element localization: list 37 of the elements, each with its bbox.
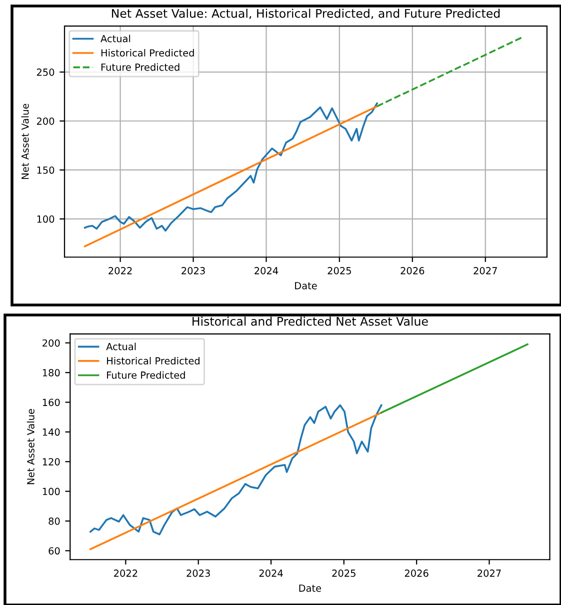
x-tick-label: 2025 xyxy=(328,267,351,274)
x-tick-label: 2023 xyxy=(182,267,205,274)
y-tick-label: 80 xyxy=(48,518,60,525)
x-tick-label: 2025 xyxy=(332,570,356,577)
x-tick-label: 2026 xyxy=(404,570,428,577)
y-axis-title: Net Asset Value xyxy=(21,104,29,179)
y-tick-label: 150 xyxy=(37,166,54,174)
x-tick-label: 2027 xyxy=(474,267,497,274)
y-tick-label: 100 xyxy=(37,215,54,223)
x-axis-title: Date xyxy=(299,584,322,592)
y-axis-title: Net Asset Value xyxy=(26,409,34,484)
line-series xyxy=(90,404,382,536)
x-axis-title: Date xyxy=(295,282,317,290)
y-tick-label: 120 xyxy=(42,458,60,466)
legend-label: Future Predicted xyxy=(101,63,180,71)
x-tick-label: 2022 xyxy=(114,570,138,577)
y-tick-label: 140 xyxy=(42,428,60,436)
y-tick-label: 160 xyxy=(42,398,60,406)
y-tick-label: 180 xyxy=(42,369,60,376)
x-tick-label: 2026 xyxy=(400,267,424,274)
legend-label: Future Predicted xyxy=(107,371,185,379)
x-tick-label: 2027 xyxy=(478,570,501,577)
y-tick-label: 60 xyxy=(48,547,60,555)
chart-title: Historical and Predicted Net Asset Value xyxy=(192,316,428,326)
y-tick-label: 100 xyxy=(42,488,60,496)
legend-label: Historical Predicted xyxy=(101,49,194,57)
y-tick-label: 200 xyxy=(36,117,54,125)
y-tick-label: 200 xyxy=(42,339,60,347)
x-tick-label: 2024 xyxy=(254,267,278,274)
legend-label: Actual xyxy=(106,342,136,350)
x-tick-label: 2022 xyxy=(108,267,132,274)
chart-title: Net Asset Value: Actual, Historical Predicted, and Future Predicted xyxy=(112,8,500,20)
legend-label: Historical Predicted xyxy=(107,356,200,365)
x-tick-label: 2023 xyxy=(186,570,210,577)
x-tick-label: 2024 xyxy=(259,570,283,577)
legend-label: Actual xyxy=(100,34,130,42)
y-tick-label: 250 xyxy=(36,68,54,76)
